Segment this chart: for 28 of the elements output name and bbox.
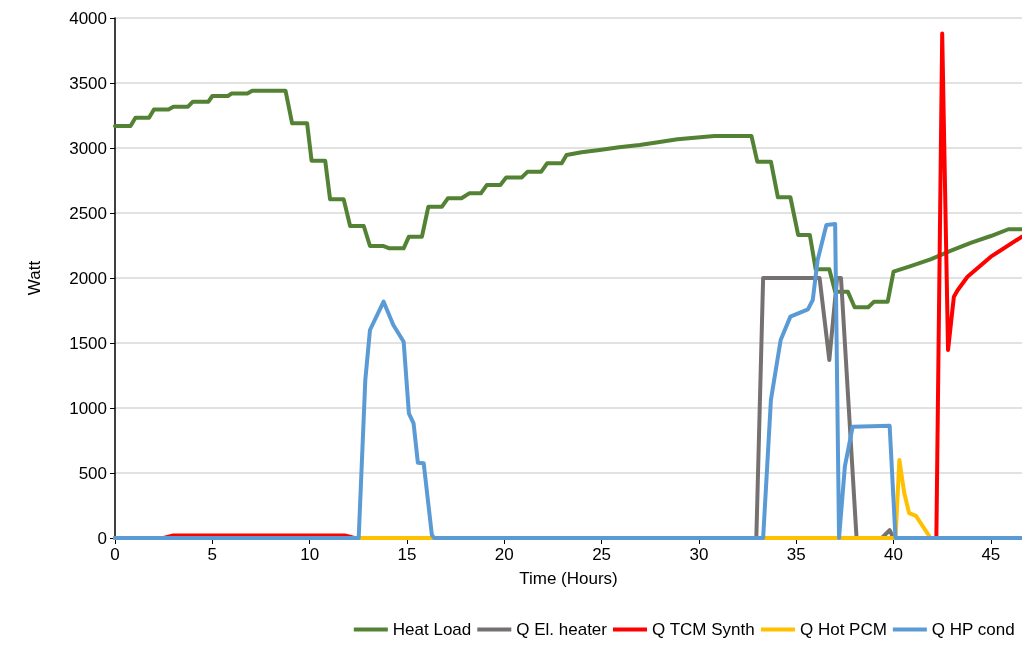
x-tick-label: 25 (592, 545, 612, 564)
y-axis-title: Watt (25, 260, 44, 296)
line-series (113, 88, 1022, 310)
x-tick-label: 10 (300, 545, 320, 564)
x-tick-label: 5 (207, 545, 218, 564)
x-tick-label: 15 (397, 545, 417, 564)
y-tick-label: 3500 (69, 73, 107, 93)
x-axis-title: Time (Hours) (519, 569, 618, 588)
legend-label: Q El. heater (516, 620, 608, 639)
legend-label: Q HP cond (931, 620, 1015, 639)
legend-label: Q Hot PCM (799, 620, 887, 639)
x-tick-label: 20 (494, 545, 514, 564)
legend-label: Heat Load (392, 620, 472, 639)
y-tick-label: 1000 (69, 398, 107, 418)
y-tick-label: 2000 (69, 268, 107, 288)
y-tick-label: 500 (78, 463, 107, 483)
x-tick-label: 0 (110, 545, 120, 564)
y-tick-label: 3000 (69, 138, 107, 158)
x-tick-label: 30 (689, 545, 709, 564)
x-tick-label: 40 (884, 545, 903, 564)
y-tick-label: 2500 (69, 203, 107, 223)
x-tick-label: 35 (786, 545, 806, 564)
y-tick-label: 0 (97, 528, 107, 548)
x-tick-label: 45 (981, 545, 1001, 564)
line-series (113, 222, 1022, 540)
y-tick-label: 4000 (69, 8, 107, 28)
y-tick-label: 1500 (69, 333, 107, 353)
legend-label: Q TCM Synth (651, 620, 755, 639)
